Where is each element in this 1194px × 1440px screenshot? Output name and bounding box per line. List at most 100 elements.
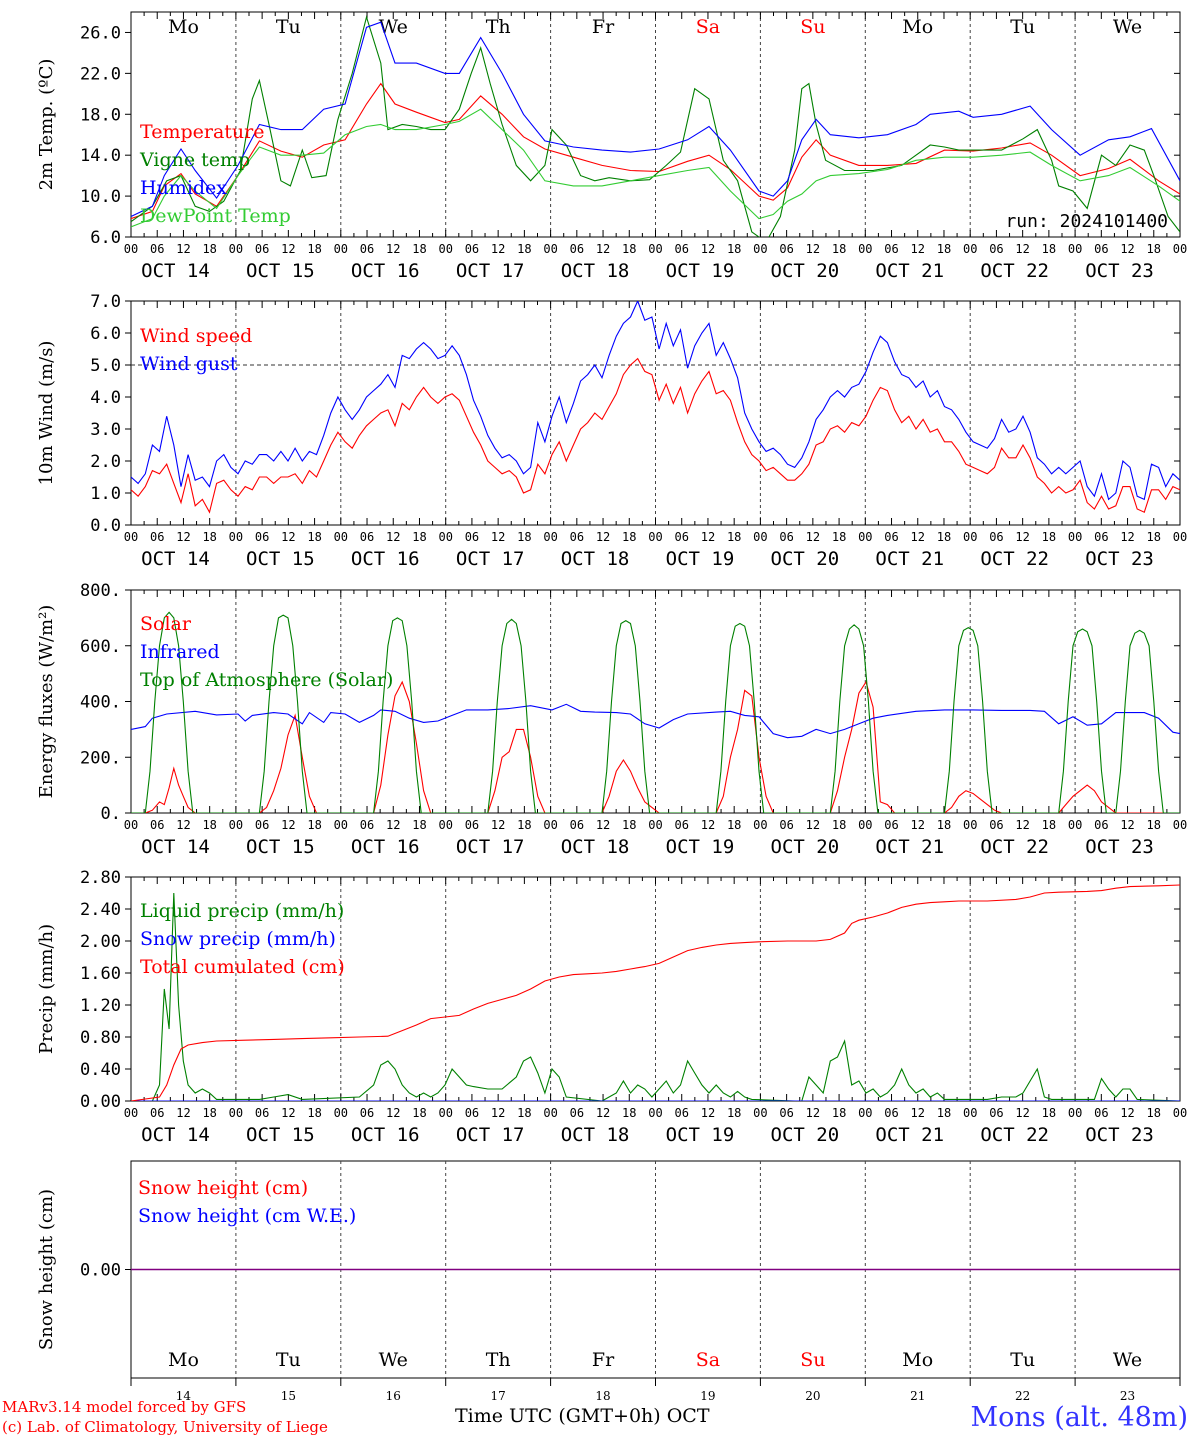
day-abbr-label: Su [800,16,825,38]
day-number-label: 22 [1015,1389,1030,1400]
hour-tick-label: 12 [596,818,610,832]
hour-tick-label: 12 [596,530,610,544]
series-line-4 [131,108,1180,228]
y-tick-label: 2.00 [80,932,121,952]
hour-tick-label: 12 [911,818,925,832]
day-abbr-label: Mo [168,1349,199,1371]
day-abbr-label: We [1113,16,1142,38]
day-abbr-label: Mo [902,1349,933,1371]
y-tick-label: 18.0 [80,105,121,125]
hour-tick-label: 18 [517,530,531,544]
hour-tick-label: 18 [202,242,216,256]
legend-entry: Total cumulated (cm) [140,956,345,978]
plot-frame [130,11,1181,238]
y-tick-label: 0.0 [90,516,121,536]
hour-tick-label: 06 [360,1106,374,1120]
hour-tick-label: 00 [334,242,348,256]
x-axis-title: Time UTC (GMT+0h) OCT [455,1405,710,1427]
day-abbr-label: Tu [1010,16,1035,38]
hour-tick-label: 12 [701,530,715,544]
hour-tick-label: 00 [438,530,452,544]
day-abbr-label: Th [486,16,511,38]
date-label: OCT 14 [141,260,210,282]
hour-tick-label: 06 [360,242,374,256]
hour-tick-label: 12 [911,242,925,256]
date-label: OCT 16 [351,836,420,858]
hour-tick-label: 12 [1015,530,1029,544]
series-line-3 [131,21,1180,217]
y-tick-label: 800. [80,581,121,601]
hour-tick-label: 12 [1015,818,1029,832]
hour-tick-label: 00 [543,530,557,544]
hour-tick-label: 18 [1147,818,1161,832]
day-number-label: 18 [595,1389,610,1400]
date-label: OCT 18 [561,836,630,858]
date-label: OCT 15 [246,260,315,282]
legend-entry: Solar [140,613,192,635]
hour-tick-label: 00 [1068,1106,1082,1120]
hour-tick-label: 06 [779,530,793,544]
day-abbr-label: We [1113,1349,1142,1371]
hour-tick-label: 00 [229,818,243,832]
hour-tick-label: 00 [963,818,977,832]
credit-line-2: (c) Lab. of Climatology, University of L… [2,1418,328,1436]
legend-entry: Vigne temp [139,149,250,171]
date-label: OCT 19 [666,548,735,570]
hour-tick-label: 06 [570,818,584,832]
hour-tick-label: 06 [255,530,269,544]
hour-tick-label: 06 [884,530,898,544]
hour-tick-label: 18 [202,818,216,832]
hour-tick-label: 12 [596,242,610,256]
date-label: OCT 14 [141,836,210,858]
series-line-2 [131,15,1180,237]
hour-tick-label: 00 [753,242,767,256]
date-label: OCT 17 [456,548,525,570]
day-number-label: 21 [910,1389,925,1400]
hour-tick-label: 12 [701,818,715,832]
hour-tick-label: 00 [648,1106,662,1120]
hour-tick-label: 00 [1173,1106,1187,1120]
day-abbr-label: Tu [276,1349,301,1371]
hour-tick-label: 00 [648,530,662,544]
hour-tick-label: 12 [701,1106,715,1120]
hour-tick-label: 12 [1015,1106,1029,1120]
credit-line-1: MARv3.14 model forced by GFS [2,1398,247,1416]
series-line-1 [131,892,1180,1101]
hour-tick-label: 00 [334,1106,348,1120]
date-label: OCT 22 [980,1124,1049,1146]
y-tick-label: 3.0 [90,420,121,440]
hour-tick-label: 06 [884,242,898,256]
day-abbr-label: Tu [276,16,301,38]
day-abbr-label: Fr [592,1349,615,1371]
hour-tick-label: 06 [674,530,688,544]
hour-tick-label: 12 [1120,1106,1134,1120]
day-abbr-label: We [379,16,408,38]
hour-tick-label: 12 [386,242,400,256]
hour-tick-label: 00 [648,242,662,256]
hour-tick-label: 06 [989,242,1003,256]
hour-tick-label: 12 [1120,242,1134,256]
hour-tick-label: 12 [491,530,505,544]
hour-tick-label: 18 [1147,530,1161,544]
hour-tick-label: 18 [307,1106,321,1120]
legend-entry: Snow precip (mm/h) [140,928,336,950]
hour-tick-label: 06 [1094,530,1108,544]
hour-tick-label: 00 [229,530,243,544]
hour-tick-label: 00 [858,530,872,544]
hour-tick-label: 18 [622,530,636,544]
date-label: OCT 15 [246,836,315,858]
hour-tick-label: 06 [255,1106,269,1120]
hour-tick-label: 12 [1015,242,1029,256]
hour-tick-label: 06 [674,818,688,832]
day-abbr-label: Sa [696,1349,720,1371]
legend-entry: Wind gust [140,353,238,375]
date-label: OCT 23 [1085,836,1154,858]
hour-tick-label: 12 [491,1106,505,1120]
hour-tick-label: 00 [753,530,767,544]
hour-tick-label: 06 [570,530,584,544]
hour-tick-label: 00 [1173,818,1187,832]
